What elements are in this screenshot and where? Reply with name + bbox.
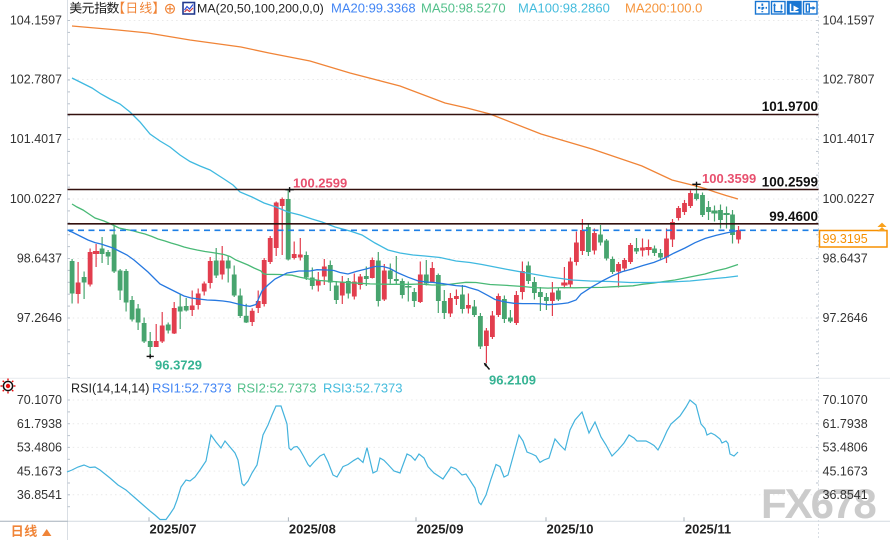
svg-text:70.1070: 70.1070 [17,393,62,407]
svg-text:98.6437: 98.6437 [823,252,868,266]
svg-text:100.2599: 100.2599 [762,175,818,190]
svg-text:RSI2:52.7373: RSI2:52.7373 [237,381,317,396]
svg-text:53.4806: 53.4806 [17,441,62,455]
svg-text:2025/11: 2025/11 [685,522,731,537]
svg-text:RSI1:52.7373: RSI1:52.7373 [152,381,232,396]
svg-text:100.3599: 100.3599 [702,171,756,186]
svg-text:97.2646: 97.2646 [823,311,868,325]
svg-text:36.8541: 36.8541 [17,488,62,502]
svg-text:104.1597: 104.1597 [10,14,62,28]
svg-text:2025/10: 2025/10 [547,522,594,537]
svg-text:99.3195: 99.3195 [823,232,868,246]
svg-text:99.4600: 99.4600 [769,209,818,224]
svg-text:100.0227: 100.0227 [823,192,875,206]
svg-text:102.7807: 102.7807 [10,73,62,87]
svg-text:96.3729: 96.3729 [155,358,202,373]
svg-text:RSI(14,14,14): RSI(14,14,14) [71,382,149,396]
svg-text:101.4017: 101.4017 [10,132,62,146]
svg-text:98.6437: 98.6437 [17,252,62,266]
svg-text:36.8541: 36.8541 [823,488,868,502]
svg-text:53.4806: 53.4806 [823,441,868,455]
svg-text:45.1673: 45.1673 [823,464,868,478]
svg-text:61.7938: 61.7938 [17,417,62,431]
svg-text:2025/08: 2025/08 [289,522,336,537]
svg-text:FX678: FX678 [761,480,876,527]
svg-text:100.2599: 100.2599 [293,176,347,191]
svg-text:97.2646: 97.2646 [17,311,62,325]
svg-text:61.7938: 61.7938 [823,417,868,431]
svg-text:102.7807: 102.7807 [823,73,875,87]
svg-text:45.1673: 45.1673 [17,464,62,478]
svg-text:MA50:98.5270: MA50:98.5270 [421,1,506,16]
svg-text:101.9700: 101.9700 [762,99,818,114]
svg-text:MA20:99.3368: MA20:99.3368 [331,1,416,16]
svg-text:2025/07: 2025/07 [150,522,197,537]
svg-text:70.1070: 70.1070 [823,393,868,407]
svg-text:MA(20,50,100,200,0,0): MA(20,50,100,200,0,0) [197,2,324,16]
svg-text:104.1597: 104.1597 [823,14,875,28]
svg-text:MA200:100.0: MA200:100.0 [625,1,702,16]
svg-text:2025/09: 2025/09 [417,522,464,537]
svg-text:MA100:98.2860: MA100:98.2860 [518,1,610,16]
svg-text:100.0227: 100.0227 [10,192,62,206]
svg-text:RSI3:52.7373: RSI3:52.7373 [323,381,403,396]
svg-text:96.2109: 96.2109 [489,373,536,388]
svg-text:101.4017: 101.4017 [823,132,875,146]
